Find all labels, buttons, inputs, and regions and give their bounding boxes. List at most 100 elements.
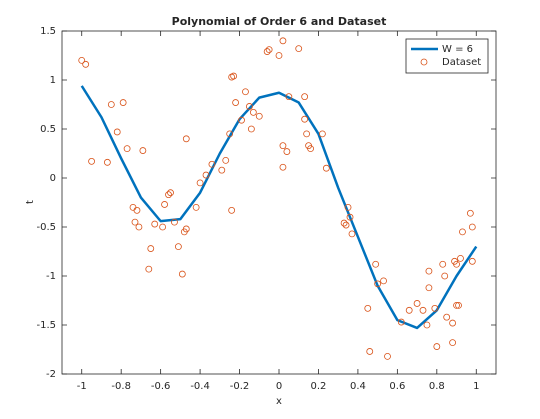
point	[265, 46, 273, 54]
point	[139, 147, 147, 154]
point	[135, 223, 143, 231]
point	[366, 348, 374, 355]
y-tick-label: -0.5	[36, 222, 56, 233]
point	[192, 203, 200, 211]
point	[364, 304, 372, 312]
point	[182, 225, 190, 233]
point	[145, 265, 153, 273]
y-tick-label: -2	[46, 369, 56, 380]
point	[457, 254, 464, 262]
point	[318, 130, 326, 138]
point	[161, 201, 168, 208]
point	[468, 257, 476, 265]
point	[78, 57, 86, 64]
point	[123, 145, 131, 153]
x-tick-label: 0.2	[311, 381, 327, 392]
point	[119, 99, 127, 106]
point	[232, 99, 240, 106]
y-tick-label: 1.5	[40, 26, 56, 37]
point	[433, 343, 441, 350]
point	[133, 206, 141, 214]
point	[103, 158, 111, 166]
point	[374, 280, 382, 288]
point	[439, 260, 447, 268]
point	[171, 218, 178, 226]
point	[397, 318, 405, 326]
y-tick-label: 1	[50, 75, 56, 86]
point	[218, 166, 226, 174]
x-tick-label: 0.4	[350, 381, 366, 392]
point	[88, 157, 95, 165]
chart-title: Polynomial of Order 6 and Dataset	[172, 15, 387, 28]
point	[174, 243, 182, 251]
legend-marker	[420, 58, 428, 66]
line	[80, 85, 478, 330]
y-tick-label: 0.5	[40, 124, 56, 135]
point	[468, 223, 476, 231]
point	[443, 313, 451, 321]
point	[455, 301, 462, 309]
point	[113, 128, 121, 136]
point	[230, 72, 238, 80]
x-tick-label: 1	[473, 381, 479, 392]
point	[279, 142, 287, 150]
x-axis-label: x	[276, 396, 282, 407]
point	[242, 88, 249, 96]
x-tick-label: -0.8	[111, 381, 131, 392]
y-tick-label: 0	[50, 173, 56, 184]
point	[228, 206, 236, 214]
point	[380, 277, 387, 285]
point	[301, 115, 309, 123]
x-tick-label: 0	[276, 381, 282, 392]
point	[466, 209, 474, 217]
point	[344, 203, 352, 211]
y-tick-label: -1.5	[36, 320, 56, 331]
point	[285, 93, 293, 101]
point	[275, 52, 283, 59]
point	[459, 228, 466, 236]
point	[419, 306, 427, 314]
x-tick-label: 0.8	[429, 381, 445, 392]
point	[453, 301, 460, 309]
point	[453, 260, 460, 268]
legend-label: W = 6	[442, 44, 473, 55]
point	[249, 108, 257, 116]
point	[423, 321, 431, 329]
point	[346, 213, 354, 221]
point	[196, 179, 204, 187]
point	[342, 221, 350, 229]
plot-area	[61, 30, 497, 375]
point	[238, 116, 245, 124]
point	[322, 164, 330, 172]
x-tick-label: -0.2	[230, 381, 250, 392]
point	[167, 189, 174, 197]
point	[295, 45, 303, 53]
x-tick-label: 0.6	[389, 381, 405, 392]
point	[222, 156, 230, 164]
point	[431, 304, 439, 312]
legend-label: Dataset	[442, 57, 481, 68]
point	[178, 270, 186, 278]
point	[131, 218, 139, 226]
point	[247, 125, 255, 133]
legend	[405, 38, 489, 74]
point	[441, 272, 449, 280]
point	[82, 60, 90, 68]
point	[413, 300, 421, 307]
point	[182, 135, 190, 143]
point	[384, 352, 391, 360]
point	[208, 160, 216, 168]
point	[405, 306, 413, 314]
point	[449, 339, 457, 347]
point	[372, 260, 380, 268]
point	[246, 103, 253, 110]
point	[107, 101, 115, 108]
y-axis-label: t	[25, 200, 36, 204]
point	[307, 145, 314, 153]
point	[279, 37, 287, 45]
point	[301, 93, 309, 101]
point	[279, 163, 287, 171]
x-tick-label: -1	[77, 381, 87, 392]
point	[303, 130, 311, 138]
